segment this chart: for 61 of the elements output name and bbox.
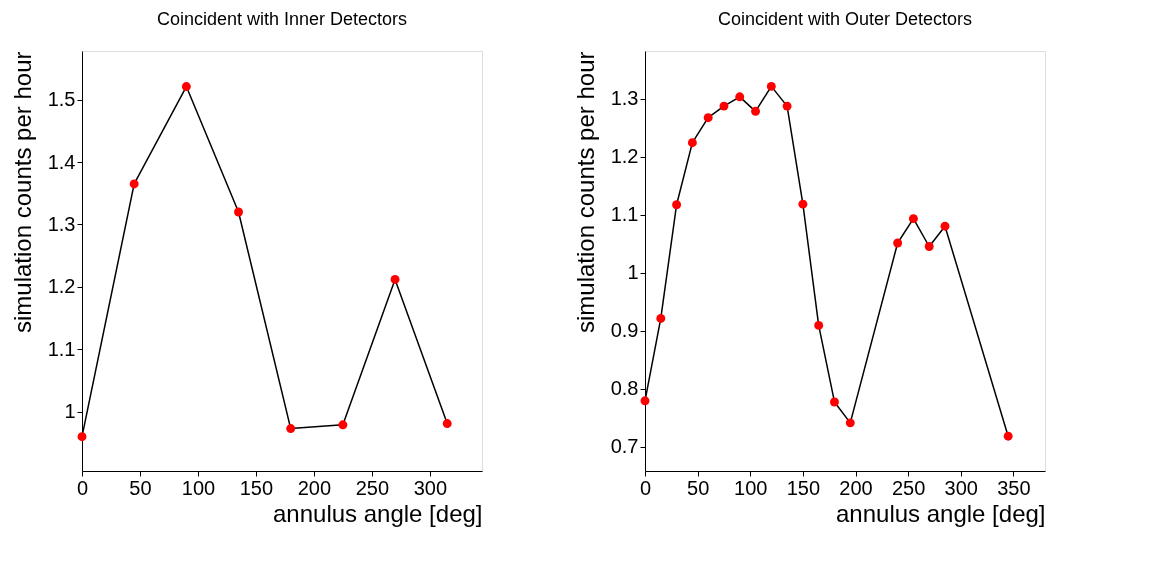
x-tick-label: 150	[786, 476, 821, 499]
chart-title: Coincident with Outer Detectors	[717, 9, 973, 29]
point	[814, 320, 824, 330]
y-tick-label: 1	[627, 261, 639, 284]
point	[672, 200, 682, 210]
point	[77, 432, 87, 442]
x-tick-label: 100	[734, 476, 768, 499]
y-tick-label: 0.8	[610, 377, 639, 400]
point	[129, 179, 139, 189]
x-tick-label: 50	[687, 476, 710, 499]
y-axis-title: simulation counts per hour	[8, 51, 36, 333]
point	[234, 207, 243, 217]
x-axis-title: annulus angle [deg]	[835, 499, 1046, 527]
x-tick-label: 50	[129, 476, 152, 499]
y-tick-label: 0.9	[610, 319, 639, 342]
point	[719, 101, 729, 111]
point	[782, 101, 792, 111]
point	[338, 420, 348, 430]
y-axis-title: simulation counts per hour	[571, 51, 599, 333]
point	[390, 274, 400, 284]
point	[908, 214, 918, 224]
x-tick-label: 200	[839, 476, 873, 499]
y-tick-label: 1.1	[610, 203, 639, 226]
point	[798, 199, 808, 209]
y-tick-label: 1.5	[47, 88, 76, 111]
point	[687, 138, 697, 148]
point	[703, 113, 713, 123]
y-tick-label: 1	[64, 400, 76, 423]
point	[181, 82, 191, 92]
x-tick-label: 250	[355, 476, 390, 499]
y-tick-label: 1.3	[610, 87, 639, 110]
point	[751, 106, 760, 116]
y-tick-label: 1.4	[47, 150, 76, 173]
point	[656, 313, 666, 323]
point	[286, 424, 296, 434]
x-tick-label: 200	[297, 476, 332, 499]
y-tick-label: 0.7	[610, 435, 639, 458]
x-tick-label: 250	[891, 476, 926, 499]
chart-title: Coincident with Inner Detectors	[156, 9, 408, 29]
x-axis-title: annulus angle [deg]	[272, 499, 483, 527]
point	[766, 81, 776, 91]
y-tick-label: 1.1	[47, 337, 76, 360]
point	[830, 397, 839, 407]
point	[442, 419, 452, 429]
point	[924, 242, 934, 251]
x-tick-label: 0	[76, 476, 89, 499]
x-tick-label: 100	[181, 476, 216, 499]
point	[893, 238, 903, 248]
x-tick-label: 150	[239, 476, 274, 499]
point	[1003, 431, 1013, 441]
x-tick-label: 350	[997, 476, 1031, 499]
point	[640, 396, 650, 406]
x-tick-label: 300	[413, 476, 448, 499]
point	[735, 92, 745, 102]
point	[845, 418, 855, 428]
point	[940, 221, 950, 231]
y-tick-label: 1.3	[47, 212, 76, 235]
y-tick-label: 1.2	[47, 275, 76, 298]
x-tick-label: 0	[639, 476, 652, 499]
x-tick-label: 300	[944, 476, 978, 499]
y-tick-label: 1.2	[610, 145, 639, 168]
